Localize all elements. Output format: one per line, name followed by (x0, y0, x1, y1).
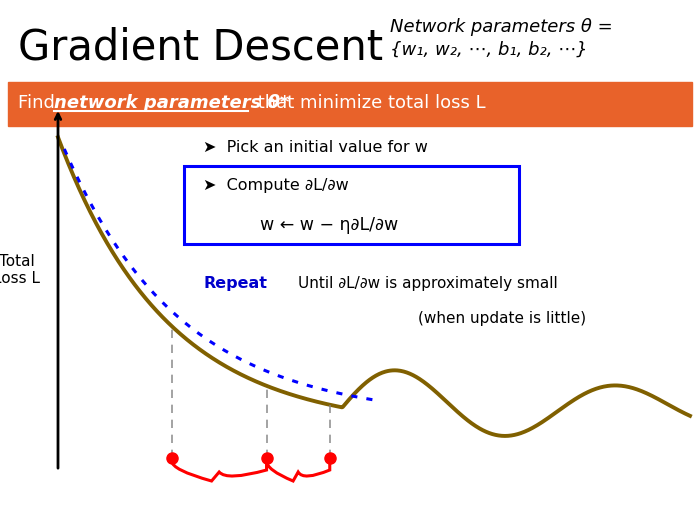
Bar (8, 82, 692, 126)
Text: {w₁, w₂, ⋯, b₁, b₂, ⋯}: {w₁, w₂, ⋯, b₁, b₂, ⋯} (390, 41, 588, 59)
Text: Gradient Descent: Gradient Descent (18, 26, 383, 68)
Text: Until ∂L/∂w is approximately small: Until ∂L/∂w is approximately small (298, 276, 558, 291)
Text: ➤  Compute ∂L/∂w: ➤ Compute ∂L/∂w (204, 179, 349, 194)
Text: that minimize total loss L: that minimize total loss L (252, 94, 486, 112)
Text: Repeat: Repeat (204, 276, 267, 291)
Text: w ← w − η∂L/∂w: w ← w − η∂L/∂w (260, 216, 398, 234)
Text: network parameters θ*: network parameters θ* (54, 94, 289, 112)
Text: Total
Loss L: Total Loss L (0, 254, 41, 286)
Text: Find: Find (18, 94, 61, 112)
Text: (when update is little): (when update is little) (418, 311, 587, 326)
Bar (184, 166, 519, 244)
Text: ➤  Pick an initial value for w: ➤ Pick an initial value for w (204, 139, 428, 154)
Text: Network parameters θ =: Network parameters θ = (390, 18, 612, 36)
